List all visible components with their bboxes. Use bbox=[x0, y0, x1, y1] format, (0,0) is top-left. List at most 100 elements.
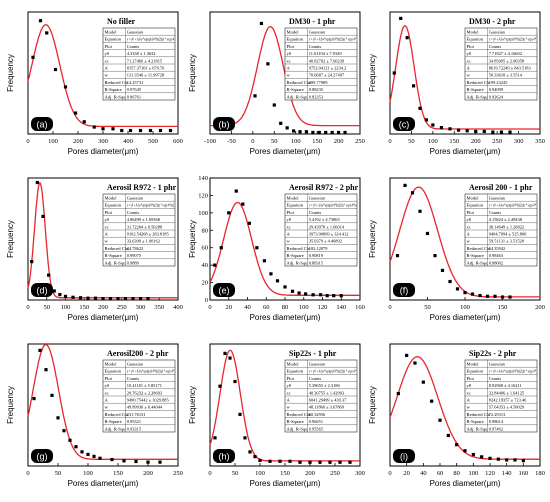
stats-value: Counts bbox=[127, 44, 140, 49]
x-axis-title: Pores diameter(μm) bbox=[68, 147, 139, 156]
data-point bbox=[134, 459, 138, 464]
stats-value: 9490.75442 ± 1029.885 bbox=[127, 398, 170, 403]
data-point bbox=[324, 130, 328, 135]
data-point bbox=[438, 418, 442, 422]
data-point bbox=[405, 353, 409, 358]
y-axis-title: Frequency bbox=[368, 54, 377, 92]
stats-value: y = y0 + A/(w*sqrt(pi/(4*ln(2)))) * exp(… bbox=[489, 37, 537, 42]
data-point bbox=[304, 292, 308, 296]
stats-key: Equation bbox=[467, 203, 484, 208]
stats-key: Model bbox=[105, 196, 118, 201]
stats-key: y0 bbox=[287, 51, 292, 56]
data-point bbox=[439, 125, 444, 130]
data-point bbox=[116, 297, 120, 301]
data-point bbox=[431, 123, 435, 127]
data-point bbox=[92, 125, 96, 129]
data-point bbox=[395, 254, 400, 258]
data-point bbox=[158, 128, 163, 133]
stats-value: Gaussian bbox=[127, 196, 144, 201]
stats-value: 40.30755 ± 1.42993 bbox=[309, 390, 345, 395]
x-tick-label: 50 bbox=[271, 138, 278, 145]
x-tick-label: 250 bbox=[355, 138, 365, 145]
panel-label: (f) bbox=[400, 286, 409, 296]
stats-key: xc bbox=[105, 390, 109, 395]
stats-key: Reduced Chi bbox=[287, 412, 312, 417]
x-tick-label: 100 bbox=[255, 470, 265, 477]
data-point bbox=[272, 103, 276, 107]
stats-key: Reduced Chi bbox=[287, 80, 312, 85]
stats-key: xc bbox=[467, 390, 471, 395]
x-tick-label: 80 bbox=[282, 304, 289, 311]
fit-stats-table: Model Gaussian Equation y = y0 + A/(w*sqrt(… bbox=[464, 359, 538, 433]
panel-label-badge: (g) bbox=[31, 449, 53, 463]
data-point bbox=[58, 292, 62, 297]
panel-label-background bbox=[31, 283, 53, 297]
data-point bbox=[285, 126, 289, 130]
data-point bbox=[53, 67, 58, 72]
data-point bbox=[78, 296, 83, 300]
stats-key: Equation bbox=[287, 37, 304, 42]
stats-key: xc bbox=[467, 58, 471, 63]
data-point bbox=[71, 295, 75, 299]
stats-key: xc bbox=[105, 224, 109, 229]
y-tick-label: 100 bbox=[198, 210, 208, 217]
stats-value: Counts bbox=[489, 44, 502, 49]
data-point bbox=[110, 457, 114, 462]
data-point bbox=[101, 127, 105, 131]
stats-key: Model bbox=[467, 362, 480, 367]
data-point bbox=[348, 460, 352, 464]
data-point bbox=[275, 279, 280, 283]
stats-key: Equation bbox=[467, 369, 484, 374]
data-point bbox=[440, 268, 445, 273]
gaussian-fit-line bbox=[389, 24, 540, 130]
stats-value: y = y0 + A/(w*sqrt(pi/(4*ln(2)))) * exp(… bbox=[127, 369, 175, 374]
x-tick-label: 100 bbox=[468, 470, 478, 477]
y-axis-title: Frequency bbox=[6, 220, 15, 258]
chart-title: Sip22s - 2 phr bbox=[469, 349, 517, 358]
panel-label: (e) bbox=[219, 286, 230, 296]
stats-value: 0.90819 bbox=[309, 253, 324, 258]
gaussian-fit-line bbox=[27, 343, 178, 460]
stats-key: Plot bbox=[105, 44, 113, 49]
stats-key: Reduced Chi bbox=[467, 246, 492, 251]
panel-label-background bbox=[213, 117, 235, 131]
data-point bbox=[86, 452, 90, 457]
x-tick-label: 140 bbox=[502, 470, 512, 477]
stats-key: R-Square bbox=[105, 253, 122, 258]
stats-key: xc bbox=[287, 224, 291, 229]
data-point bbox=[128, 128, 133, 133]
y-axis-title: Frequency bbox=[368, 386, 377, 424]
gaussian-fit-line bbox=[209, 349, 360, 462]
stats-key: Model bbox=[105, 30, 118, 35]
stats-key: y0 bbox=[467, 217, 472, 222]
stats-key: y0 bbox=[105, 51, 110, 56]
stats-value: 0.9889 bbox=[127, 260, 140, 265]
panel-label: (i) bbox=[400, 452, 408, 462]
x-tick-label: 250 bbox=[330, 470, 340, 477]
data-point bbox=[399, 16, 403, 21]
data-point bbox=[47, 273, 51, 277]
stats-value: 11.01104 ± 7.9349 bbox=[309, 51, 343, 56]
x-tick-label: 150 bbox=[79, 304, 89, 311]
stats-key: Model bbox=[287, 362, 300, 367]
stats-key: Adj. R-Squ bbox=[287, 260, 309, 265]
stats-value: 40.82702 ± 7.60239 bbox=[309, 58, 345, 63]
data-point bbox=[253, 455, 257, 459]
data-point bbox=[410, 191, 415, 195]
data-point bbox=[278, 459, 282, 463]
stats-key: Model bbox=[467, 196, 480, 201]
stats-value: 0.99075 bbox=[127, 253, 142, 258]
x-tick-label: 100 bbox=[299, 304, 309, 311]
x-tick-label: 250 bbox=[492, 138, 502, 145]
x-tick-label: 200 bbox=[305, 470, 315, 477]
stats-value: Gaussian bbox=[489, 30, 506, 35]
stats-value: 0.88315 bbox=[309, 260, 324, 265]
stats-key: A bbox=[467, 398, 471, 403]
x-tick-label: 40 bbox=[244, 304, 251, 311]
data-point bbox=[448, 279, 452, 284]
fit-stats-table: Model Gaussian Equation y = y0 + A/(w*sqrt(… bbox=[102, 27, 176, 101]
chart-panel-8: 0 50 100 150 200 250 300 Pores diameter(μm) Freq… bbox=[188, 343, 365, 488]
chart-panel-6: 0 50 100 150 200 Pores diameter(μm) Frequency A… bbox=[368, 177, 545, 322]
x-axis-title: Pores diameter(μm) bbox=[250, 147, 321, 156]
